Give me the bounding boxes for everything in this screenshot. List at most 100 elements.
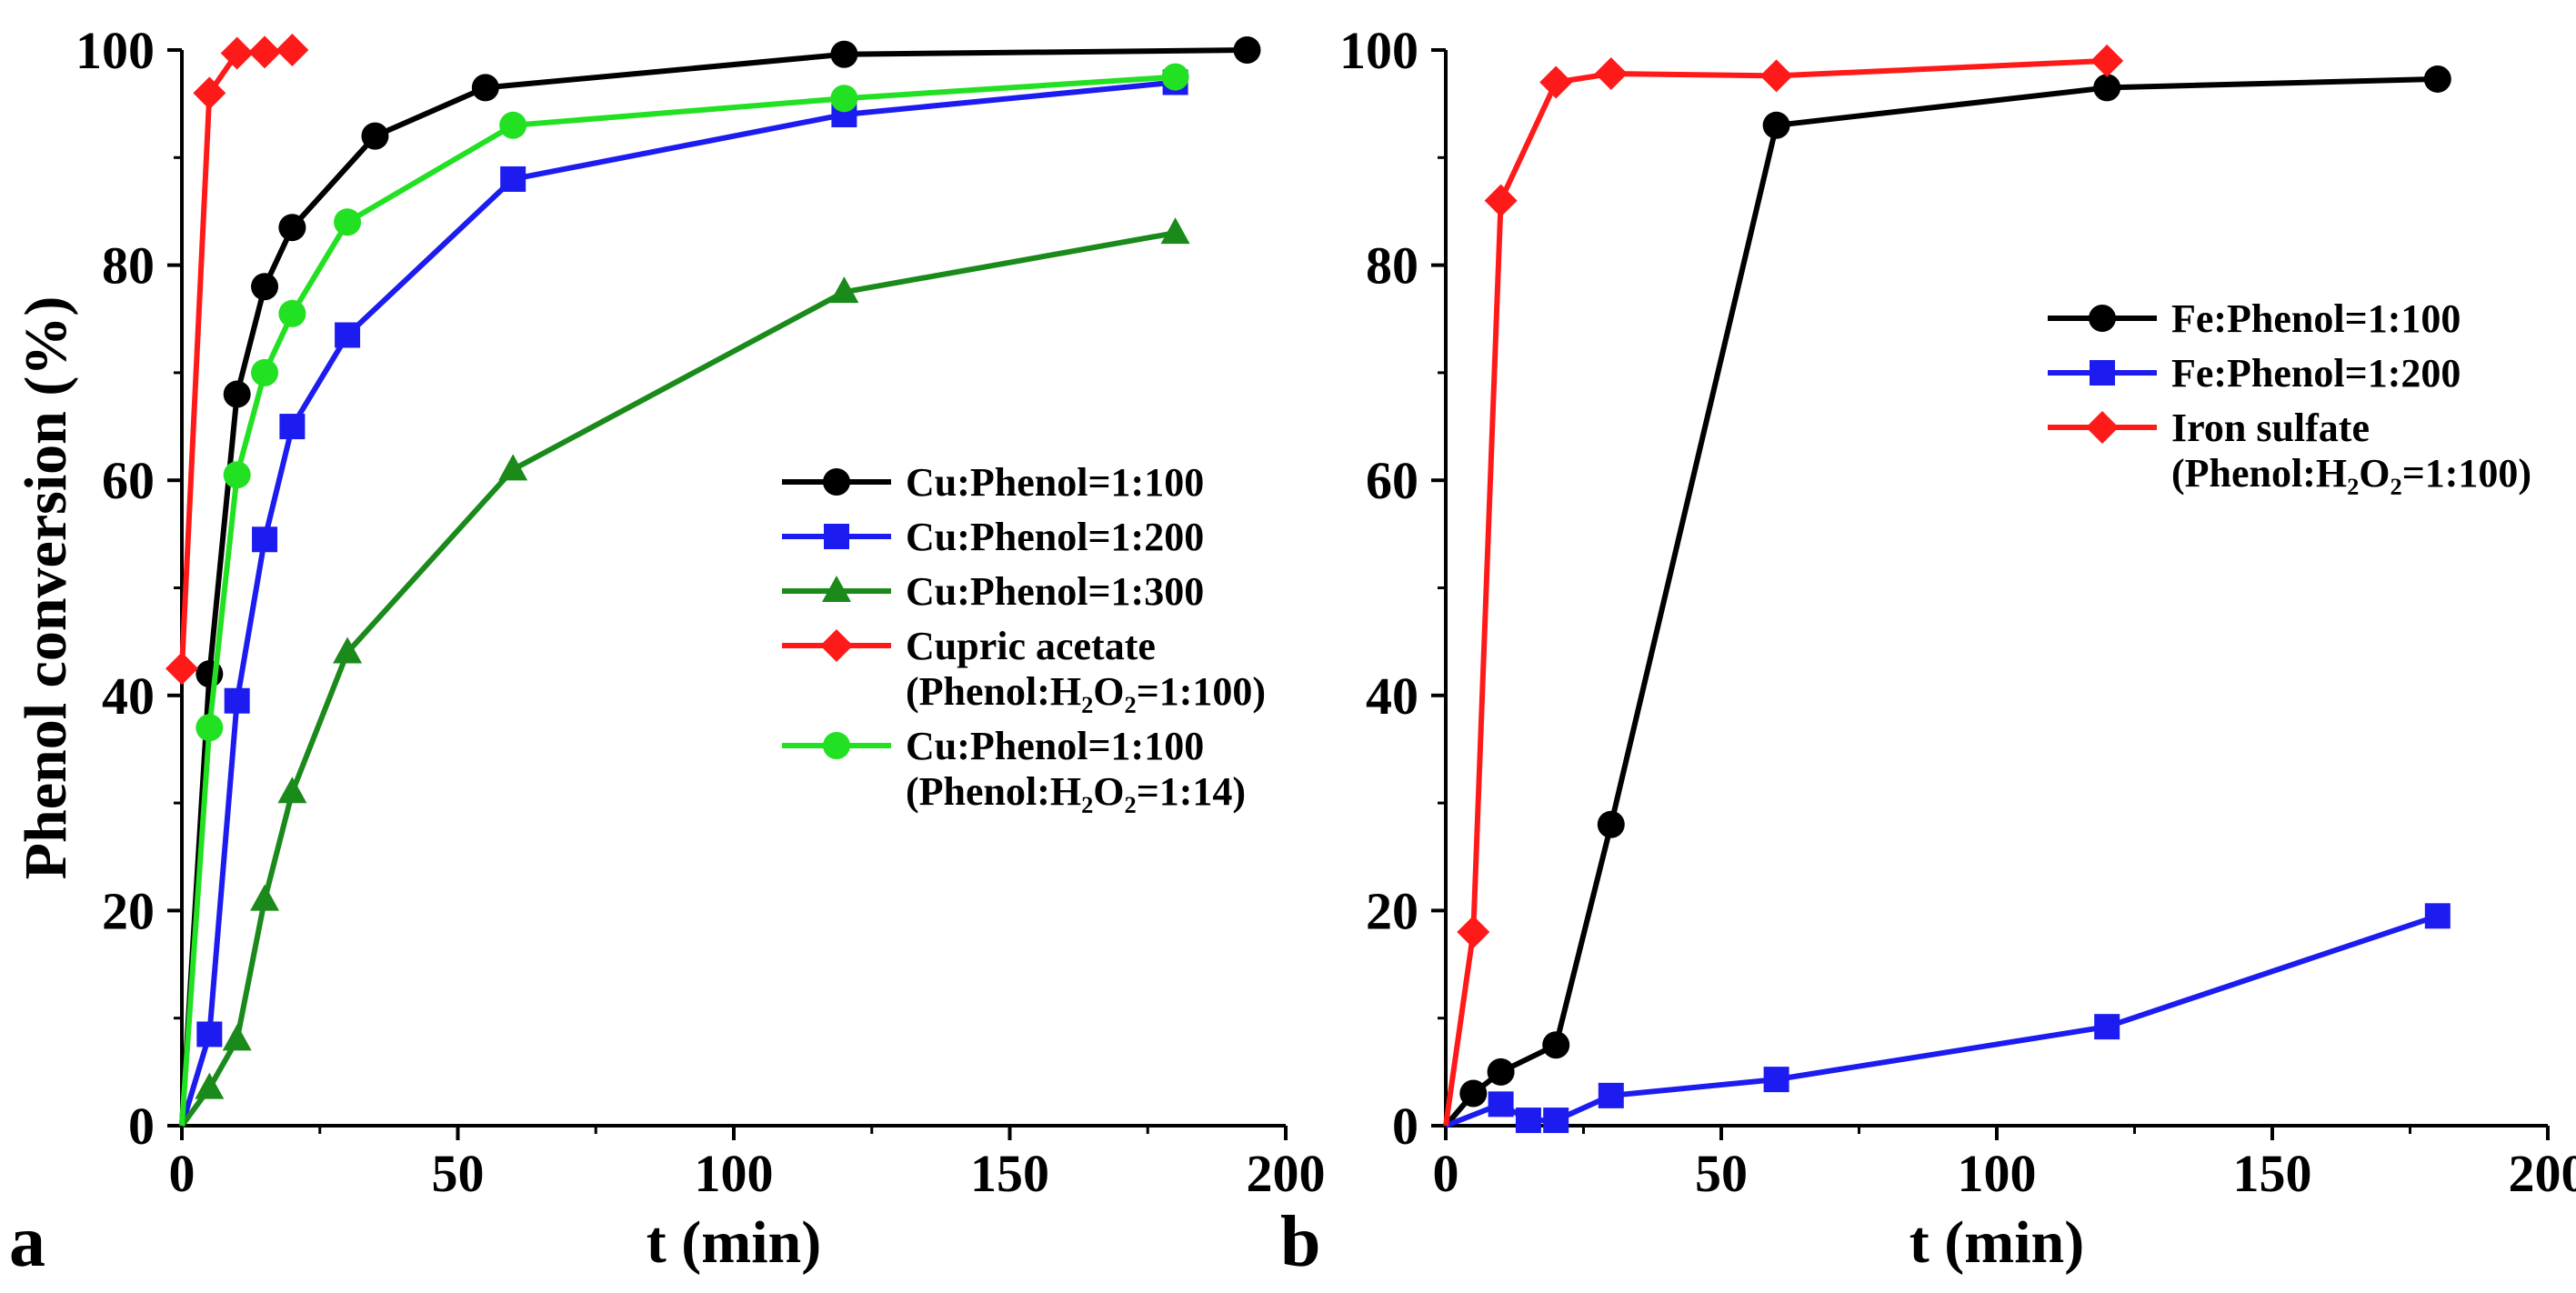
data-point	[1759, 59, 1793, 93]
data-point	[196, 1021, 223, 1047]
panel-a: 0 50 100 150 200 0 20 40 60 80 100 t (min) Phenol co…	[9, 21, 1326, 1282]
data-point	[1459, 1079, 1488, 1108]
data-point	[278, 299, 306, 327]
data-point	[248, 35, 282, 69]
data-point	[223, 461, 251, 489]
data-point	[499, 111, 527, 139]
legend-label: Cu:Phenol=1:200	[906, 515, 1204, 559]
x-tick-label: 200	[1247, 1144, 1326, 1203]
data-point	[1598, 1082, 1624, 1108]
y-tick-label: 100	[1339, 21, 1418, 80]
y-tick-label: 80	[102, 236, 155, 296]
y-tick-label: 40	[1366, 667, 1418, 726]
y-tick-label: 60	[102, 451, 155, 510]
legend-label: Fe:Phenol=1:100	[2171, 296, 2461, 341]
data-point	[276, 34, 309, 66]
legend-label: Cu:Phenol=1:100	[906, 724, 1204, 768]
legend-label: Cu:Phenol=1:300	[906, 569, 1204, 614]
legend-label: Iron sulfate	[2171, 406, 2370, 450]
data-point	[1487, 1057, 1515, 1086]
series-2	[179, 217, 1190, 1128]
data-point	[2090, 44, 2124, 77]
legend-marker	[824, 524, 849, 549]
data-point	[1233, 36, 1261, 64]
legend-label: Cupric acetate	[906, 624, 1156, 668]
data-point	[220, 36, 254, 70]
data-point	[1542, 1031, 1570, 1059]
y-axis-title: Phenol conversion (%)	[13, 296, 79, 880]
data-point	[251, 273, 279, 301]
legend-label: Cu:Phenol=1:100	[906, 460, 1204, 505]
data-point	[195, 1072, 225, 1099]
x-axis-title: t (min)	[647, 1209, 821, 1276]
data-point	[2094, 1014, 2120, 1040]
data-point	[1161, 63, 1189, 91]
legend-label: Fe:Phenol=1:200	[2171, 351, 2461, 396]
data-point	[1539, 65, 1573, 99]
data-point	[165, 652, 198, 686]
legend-label: (Phenol:H₂O₂=1:100)	[906, 669, 1266, 714]
data-point	[252, 526, 278, 553]
data-point	[250, 884, 280, 911]
y-tick-label: 20	[102, 881, 155, 940]
data-point	[1488, 1091, 1514, 1118]
x-tick-label: 200	[2509, 1144, 2576, 1203]
x-axis-title: t (min)	[1909, 1209, 2084, 1276]
data-point	[195, 714, 224, 742]
data-point	[1160, 217, 1190, 245]
legend-marker	[2086, 411, 2119, 444]
series-3	[165, 34, 309, 686]
series-1	[1444, 903, 2451, 1134]
data-point	[1597, 810, 1625, 838]
x-tick-label: 0	[169, 1144, 195, 1203]
series-line	[1443, 75, 2438, 1128]
legend-label: (Phenol:H₂O₂=1:100)	[2171, 451, 2531, 496]
legend-marker	[2090, 360, 2115, 386]
data-point	[222, 1024, 252, 1051]
data-point	[251, 358, 279, 386]
series-1	[179, 69, 1188, 1127]
series-line	[179, 47, 293, 669]
panel-label: a	[9, 1202, 45, 1282]
data-point	[334, 208, 362, 236]
data-point	[223, 380, 251, 408]
data-point	[1484, 184, 1518, 217]
data-point	[830, 85, 858, 113]
data-point	[2093, 74, 2121, 102]
y-tick-label: 0	[128, 1097, 155, 1156]
series-2	[1443, 44, 2124, 1127]
series-line	[1443, 57, 2108, 1127]
y-tick-label: 100	[75, 21, 155, 80]
legend-marker	[822, 576, 851, 602]
panel-label: b	[1280, 1202, 1321, 1282]
data-point	[333, 636, 363, 664]
data-point	[498, 454, 528, 481]
data-point	[279, 414, 306, 440]
data-point	[278, 214, 306, 242]
data-point	[277, 777, 307, 804]
data-point	[361, 122, 389, 150]
legend-label: (Phenol:H₂O₂=1:14)	[906, 769, 1246, 814]
y-tick-label: 80	[1366, 236, 1418, 296]
data-point	[193, 76, 226, 110]
data-point	[829, 276, 859, 304]
legend: Cu:Phenol=1:100 Cu:Phenol=1:200 Cu:Phenol=…	[782, 460, 1266, 814]
data-point	[2424, 903, 2451, 929]
legend-marker	[823, 732, 850, 759]
x-tick-label: 150	[970, 1144, 1049, 1203]
x-tick-label: 150	[2233, 1144, 2312, 1203]
legend: Fe:Phenol=1:100 Fe:Phenol=1:200 Iron sulfa…	[2048, 296, 2531, 496]
data-point	[2423, 65, 2451, 93]
series-4	[179, 63, 1189, 1127]
legend-marker	[2089, 305, 2116, 332]
legend-marker	[823, 468, 850, 496]
data-point	[830, 40, 858, 68]
y-tick-label: 60	[1366, 451, 1418, 510]
data-point	[224, 687, 250, 714]
y-tick-label: 40	[102, 667, 155, 726]
data-point	[1763, 1067, 1789, 1093]
x-tick-label: 0	[1433, 1144, 1459, 1203]
data-point	[335, 322, 361, 348]
panel-b: 0 50 100 150 200 0 20 40 60 80 100 t (min) b Fe:Pheno…	[1280, 21, 2576, 1282]
